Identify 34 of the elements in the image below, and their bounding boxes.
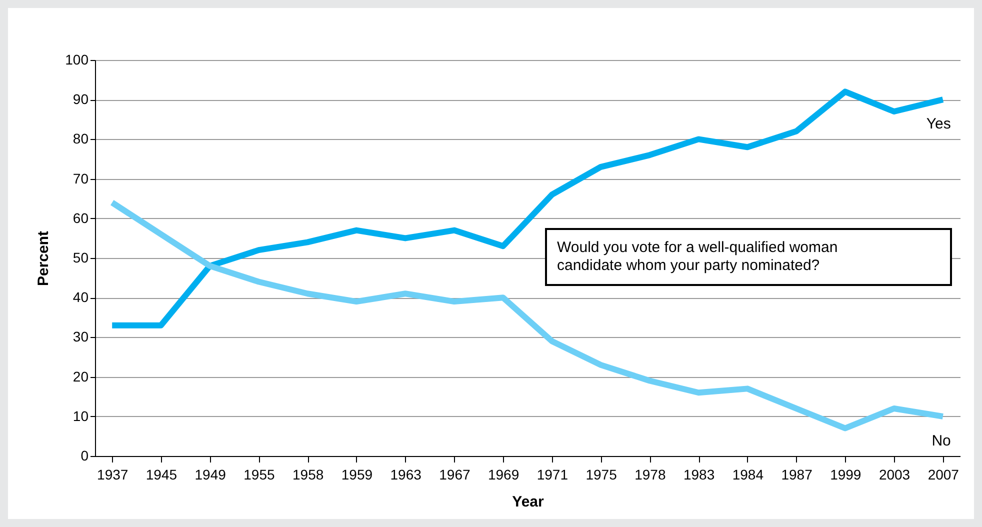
x-tick-label: 1955 bbox=[244, 466, 275, 482]
x-tick-label: 1978 bbox=[634, 466, 666, 482]
x-tick-label: 2007 bbox=[928, 466, 960, 482]
x-tick-label: 1958 bbox=[292, 466, 324, 482]
x-tick-label: 1959 bbox=[341, 466, 373, 482]
x-tick-label: 1971 bbox=[536, 466, 568, 482]
x-tick-label: 1969 bbox=[488, 466, 520, 482]
y-tick-label: 50 bbox=[72, 250, 89, 266]
y-tick-label: 60 bbox=[72, 210, 89, 226]
y-tick-label: 70 bbox=[72, 170, 89, 186]
x-tick-label: 2003 bbox=[878, 466, 910, 482]
x-tick-label: 1967 bbox=[439, 466, 470, 482]
y-tick-label: 100 bbox=[65, 52, 89, 68]
x-tick-label: 1999 bbox=[830, 466, 862, 482]
x-tick-label: 1983 bbox=[683, 466, 715, 482]
x-tick-label: 1963 bbox=[390, 466, 422, 482]
series-label: Yes bbox=[926, 116, 951, 133]
y-tick-label: 20 bbox=[72, 368, 89, 384]
y-axis-title: Percent bbox=[35, 230, 52, 286]
x-tick-label: 1949 bbox=[194, 466, 226, 482]
x-axis-title: Year bbox=[512, 494, 544, 510]
y-tick-label: 90 bbox=[72, 91, 89, 108]
x-tick-label: 1987 bbox=[781, 466, 813, 482]
callout-box: Would you vote for a well-qualified woman candidate whom your party nominated? bbox=[545, 228, 952, 286]
x-tick-label: 1984 bbox=[732, 466, 764, 482]
y-tick-label: 80 bbox=[72, 130, 89, 147]
y-tick-label: 40 bbox=[72, 289, 89, 306]
y-tick-label: 0 bbox=[80, 448, 89, 464]
x-tick-label: 1945 bbox=[146, 466, 178, 482]
y-tick-label: 10 bbox=[72, 408, 89, 424]
x-tick-label: 1937 bbox=[97, 466, 128, 482]
series-label: No bbox=[932, 432, 951, 450]
y-tick-label: 30 bbox=[72, 328, 89, 345]
x-tick-label: 1975 bbox=[586, 466, 618, 482]
